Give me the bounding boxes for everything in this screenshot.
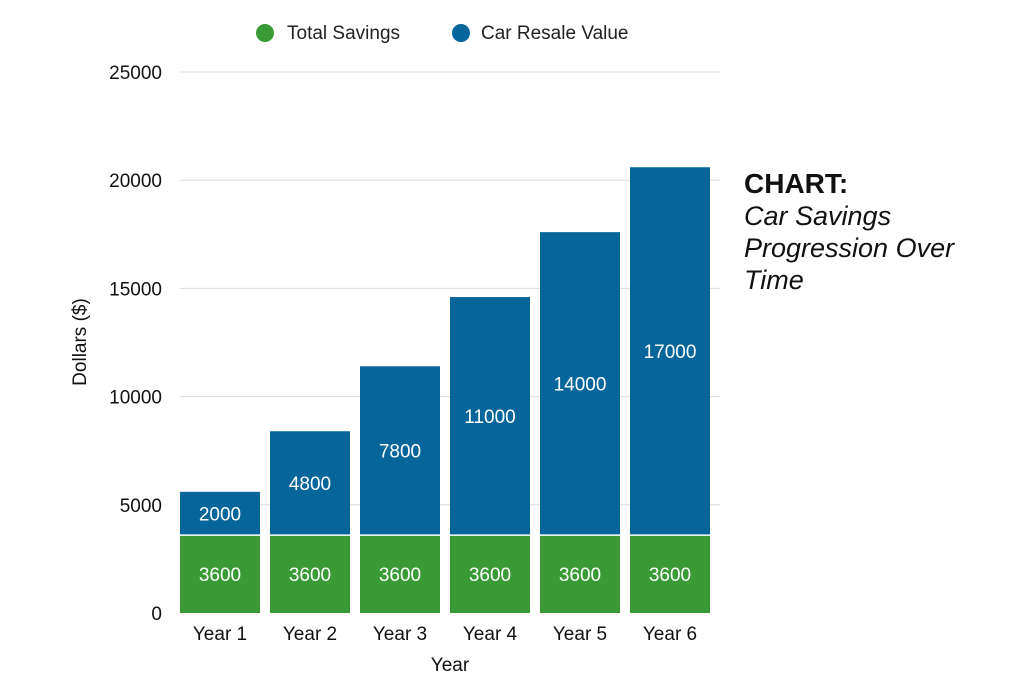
- bar-value-label: 3600: [559, 565, 601, 586]
- bar-value-label: 3600: [649, 565, 691, 586]
- y-tick-label: 10000: [109, 388, 162, 409]
- bar-segment: [630, 535, 710, 613]
- bar-value-label: 3600: [199, 565, 241, 586]
- bar-segment: [360, 535, 440, 613]
- y-tick-label: 0: [151, 604, 162, 625]
- y-axis-ticks: 0 5000 10000 15000 20000 25000: [109, 63, 162, 625]
- side-title-subtitle: Car Savings Progression Over Time: [744, 201, 955, 295]
- x-axis-ticks: Year 1 Year 2 Year 3 Year 4 Year 5 Year 6: [193, 624, 697, 645]
- legend: Total Savings Car Resale Value: [256, 23, 629, 44]
- bar-segment: [450, 297, 530, 536]
- bar-value-label: 3600: [379, 565, 421, 586]
- bar-value-label: 3600: [289, 565, 331, 586]
- bar-segment: [180, 535, 260, 613]
- side-title: CHART: Car Savings Progression Over Time: [744, 168, 1004, 296]
- y-tick-label: 15000: [109, 279, 162, 300]
- legend-marker: [256, 24, 274, 42]
- bar-value-label: 4800: [289, 474, 331, 495]
- y-tick-label: 25000: [109, 63, 162, 84]
- x-tick-label: Year 3: [373, 624, 427, 645]
- x-tick-label: Year 6: [643, 624, 697, 645]
- x-tick-label: Year 1: [193, 624, 247, 645]
- x-tick-label: Year 2: [283, 624, 337, 645]
- bar-segment: [540, 535, 620, 613]
- bar-segment: [630, 167, 710, 536]
- y-axis-title: Dollars ($): [70, 298, 91, 386]
- legend-label: Total Savings: [287, 23, 400, 44]
- bar-value-label: 3600: [469, 565, 511, 586]
- y-tick-label: 20000: [109, 171, 162, 192]
- bar-segment: [180, 491, 260, 536]
- bar-segment: [540, 232, 620, 536]
- bar-segment: [270, 431, 350, 536]
- bar-value-label: 2000: [199, 504, 241, 525]
- bar-segment: [450, 535, 530, 613]
- bar-value-label: 11000: [464, 407, 515, 428]
- bar-segment: [270, 535, 350, 613]
- bar-value-label: 7800: [379, 442, 421, 463]
- bar-segment: [360, 366, 440, 536]
- side-title-heading: CHART:: [744, 168, 849, 199]
- y-tick-label: 5000: [120, 496, 162, 517]
- x-tick-label: Year 4: [463, 624, 518, 645]
- bar-value-label: 14000: [554, 375, 607, 396]
- bars: 3600 2000 3600 4800 3600 7800 3600 11000 3600 140…: [180, 167, 710, 613]
- x-tick-label: Year 5: [553, 624, 607, 645]
- legend-marker: [452, 24, 470, 42]
- x-axis-title: Year: [431, 655, 470, 676]
- bar-value-label: 17000: [644, 342, 697, 363]
- legend-label: Car Resale Value: [481, 23, 629, 44]
